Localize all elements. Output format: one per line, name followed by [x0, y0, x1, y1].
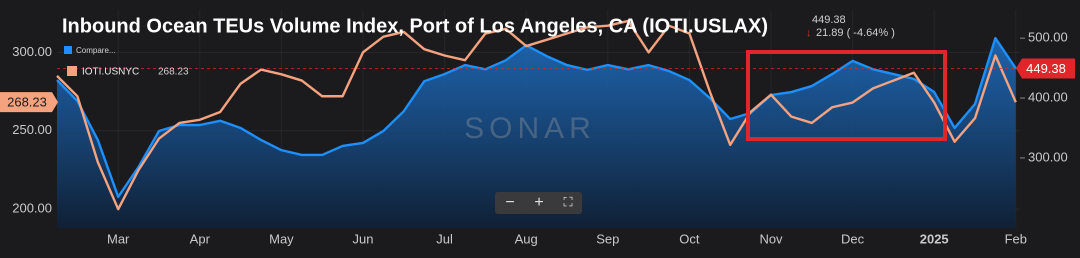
- x-tick-label: Oct: [679, 231, 700, 246]
- x-tick-label: Nov: [759, 231, 783, 246]
- area: [57, 38, 1016, 229]
- line: [56, 36, 1017, 199]
- x-tick-label: Jul: [436, 231, 453, 246]
- x-tick-label: Sep: [596, 231, 619, 246]
- y2-tick-label: 500.00: [1028, 30, 1068, 45]
- zoom-in[interactable]: +: [534, 194, 543, 211]
- y-tick-label: 250.00: [12, 122, 52, 137]
- compare-button[interactable]: Compare...: [76, 46, 116, 55]
- change: 21.89 ( -4.64% ): [816, 27, 895, 39]
- value-tag-label: 268.23: [7, 95, 47, 110]
- watermark: SONAR: [464, 112, 596, 145]
- legend-label: IOTI.USNYC: [82, 67, 139, 78]
- y-tick-label: 300.00: [12, 44, 52, 59]
- chart-title: Inbound Ocean TEUs Volume Index, Port of…: [62, 15, 768, 37]
- fullscreen[interactable]: ⛶: [562, 194, 573, 209]
- x-tick-label: Mar: [107, 231, 130, 246]
- x-tick-label: Aug: [515, 231, 538, 246]
- y2-tick-label: 300.00: [1028, 149, 1068, 164]
- x-tick-label: Apr: [190, 231, 211, 246]
- zoom-controls: − + ⛶: [495, 192, 582, 214]
- x-tick-label: Feb: [1005, 231, 1027, 246]
- x-tick-label: Dec: [841, 231, 865, 246]
- x-tick-label: May: [269, 231, 294, 246]
- down-arrow: ↓: [806, 27, 812, 39]
- highlight-box: [746, 50, 947, 141]
- value-tag-label: 449.38: [1026, 61, 1066, 76]
- value-tag: [1016, 58, 1075, 79]
- legend-swatch: [67, 66, 77, 76]
- legend-swatch: [64, 46, 72, 54]
- value-tag: [0, 92, 58, 113]
- zoom-bar: [495, 192, 582, 214]
- x-tick-label: Jun: [353, 231, 374, 246]
- zoom-out[interactable]: −: [505, 194, 514, 211]
- current-value: 449.38: [812, 14, 846, 26]
- legend-value: 268.23: [158, 67, 189, 78]
- y2-tick-label: 400.00: [1028, 89, 1068, 104]
- y-tick-label: 200.00: [12, 201, 52, 216]
- line: [56, 19, 1017, 211]
- x-tick-label: 2025: [920, 231, 949, 246]
